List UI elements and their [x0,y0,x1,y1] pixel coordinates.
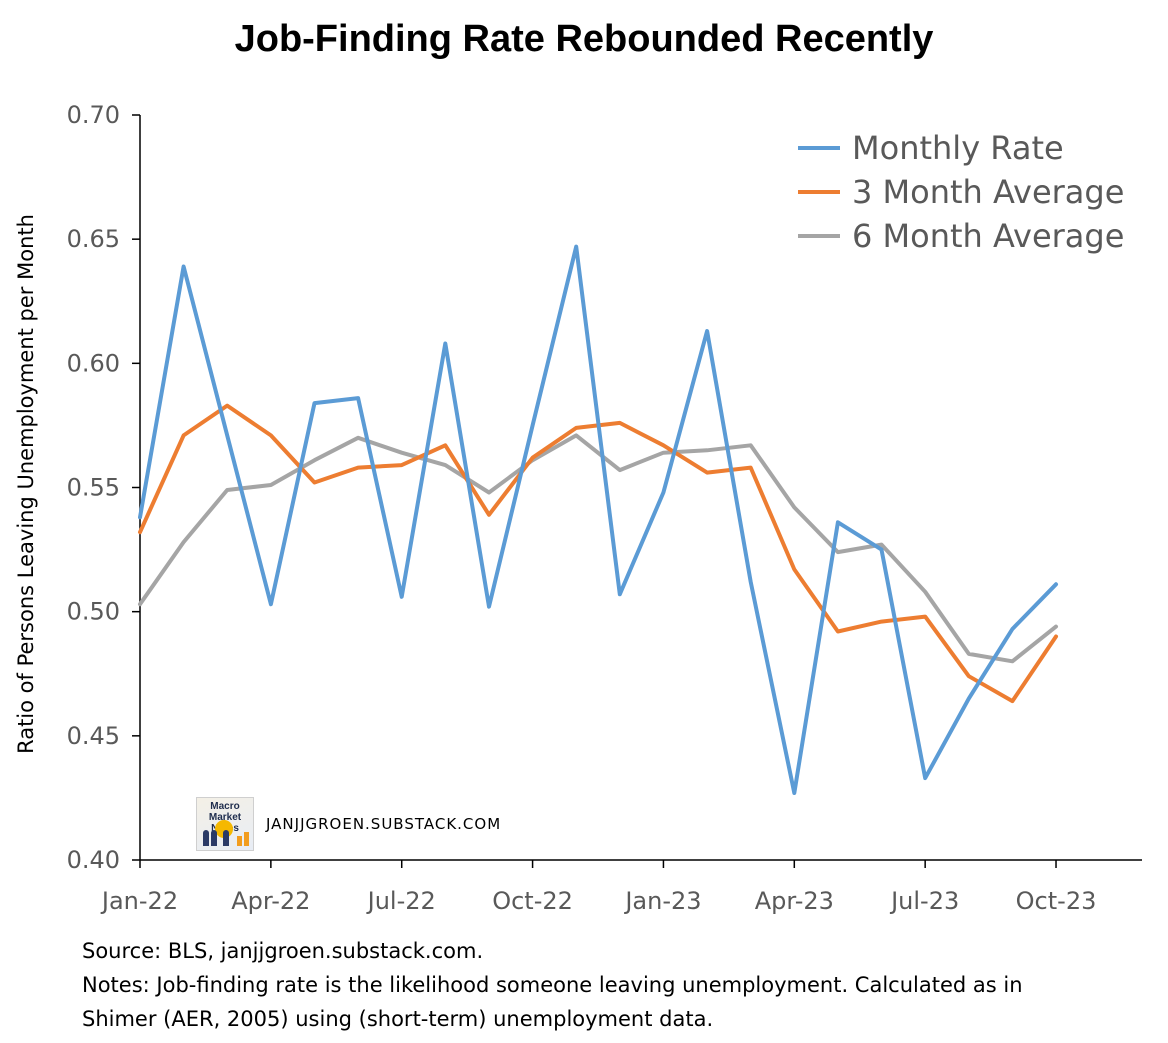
y-tick-label: 0.45 [67,722,120,750]
y-tick-label: 0.70 [67,101,120,129]
notes-line: Notes: Job-finding rate is the likelihoo… [82,973,1023,997]
x-axis-ticks: Jan-22 Apr-22 Jul-22 Oct-22 Jan-23 Apr-23 Jul-… [100,860,1096,915]
y-axis-label: Ratio of Persons Leaving Unemployment pe… [14,214,38,754]
y-axis-ticks: 0.40 0.45 0.50 0.55 0.60 0.65 0.70 [67,101,140,874]
x-tick-label: Jan-22 [100,887,178,915]
y-tick-label: 0.50 [67,598,120,626]
legend-label-monthly-rate: Monthly Rate [852,129,1064,167]
series-lines [138,244,1058,795]
legend-label-3-month-average: 3 Month Average [852,173,1124,211]
series-line-3-month-average [138,403,1058,704]
series-line-6-month-average [138,433,1058,664]
source-line: Source: BLS, janjjgroen.substack.com. [82,939,484,963]
chart-title: Job-Finding Rate Rebounded Recently [234,18,934,60]
legend: Monthly Rate 3 Month Average 6 Month Avera… [798,129,1124,255]
x-tick-label: Jul-22 [366,887,436,915]
x-tick-label: Apr-23 [755,887,834,915]
x-tick-label: Oct-22 [492,887,573,915]
line-chart: 0.40 0.45 0.50 0.55 0.60 0.65 0.70 Jan-22 Apr-2… [14,101,1142,915]
y-tick-label: 0.60 [67,349,120,377]
y-tick-label: 0.40 [67,846,120,874]
watermark: Macro Market Notes JANJJGROEN.SUBSTACK.C… [196,796,501,852]
x-tick-label: Jan-23 [623,887,701,915]
x-tick-label: Oct-23 [1016,887,1097,915]
x-tick-label: Apr-22 [231,887,310,915]
watermark-text: JANJJGROEN.SUBSTACK.COM [266,815,502,833]
legend-label-6-month-average: 6 Month Average [852,217,1124,255]
notes-line-continued: Shimer (AER, 2005) using (short-term) un… [82,1007,714,1031]
x-tick-label: Jul-23 [889,887,959,915]
source-notes: Source: BLS, janjjgroen.substack.com. No… [82,934,1142,1036]
y-tick-label: 0.65 [67,225,120,253]
series-line-monthly-rate [138,244,1058,795]
macro-market-notes-logo: Macro Market Notes [196,797,254,851]
y-tick-label: 0.55 [67,474,120,502]
